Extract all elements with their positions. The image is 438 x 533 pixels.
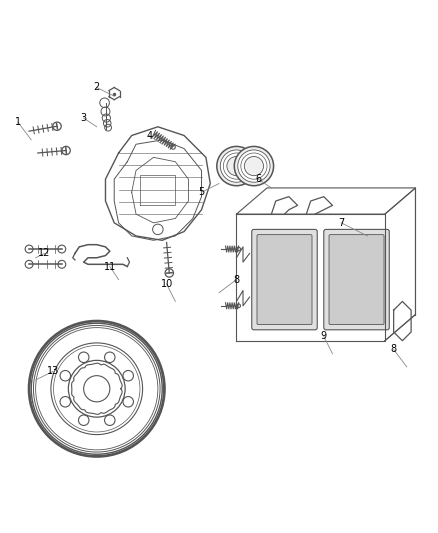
FancyBboxPatch shape (329, 235, 384, 325)
Text: 11: 11 (104, 262, 116, 271)
Text: 13: 13 (47, 366, 59, 376)
Circle shape (227, 157, 246, 176)
Text: 9: 9 (321, 332, 327, 341)
Circle shape (244, 157, 264, 176)
Text: 7: 7 (338, 218, 344, 228)
Text: 8: 8 (233, 274, 240, 285)
Text: 4: 4 (146, 131, 152, 141)
Circle shape (238, 150, 270, 182)
FancyBboxPatch shape (257, 235, 312, 325)
Text: 2: 2 (94, 83, 100, 93)
Circle shape (234, 147, 274, 185)
Circle shape (220, 150, 253, 182)
Circle shape (217, 147, 256, 185)
Text: 8: 8 (391, 344, 397, 354)
Text: 12: 12 (38, 248, 50, 259)
Text: 6: 6 (255, 174, 261, 184)
Circle shape (241, 153, 267, 179)
Text: 1: 1 (15, 117, 21, 127)
Text: 3: 3 (81, 113, 87, 123)
Circle shape (223, 153, 250, 179)
Text: 10: 10 (160, 279, 173, 289)
FancyBboxPatch shape (252, 229, 317, 330)
FancyBboxPatch shape (324, 229, 389, 330)
Text: 5: 5 (198, 187, 205, 197)
